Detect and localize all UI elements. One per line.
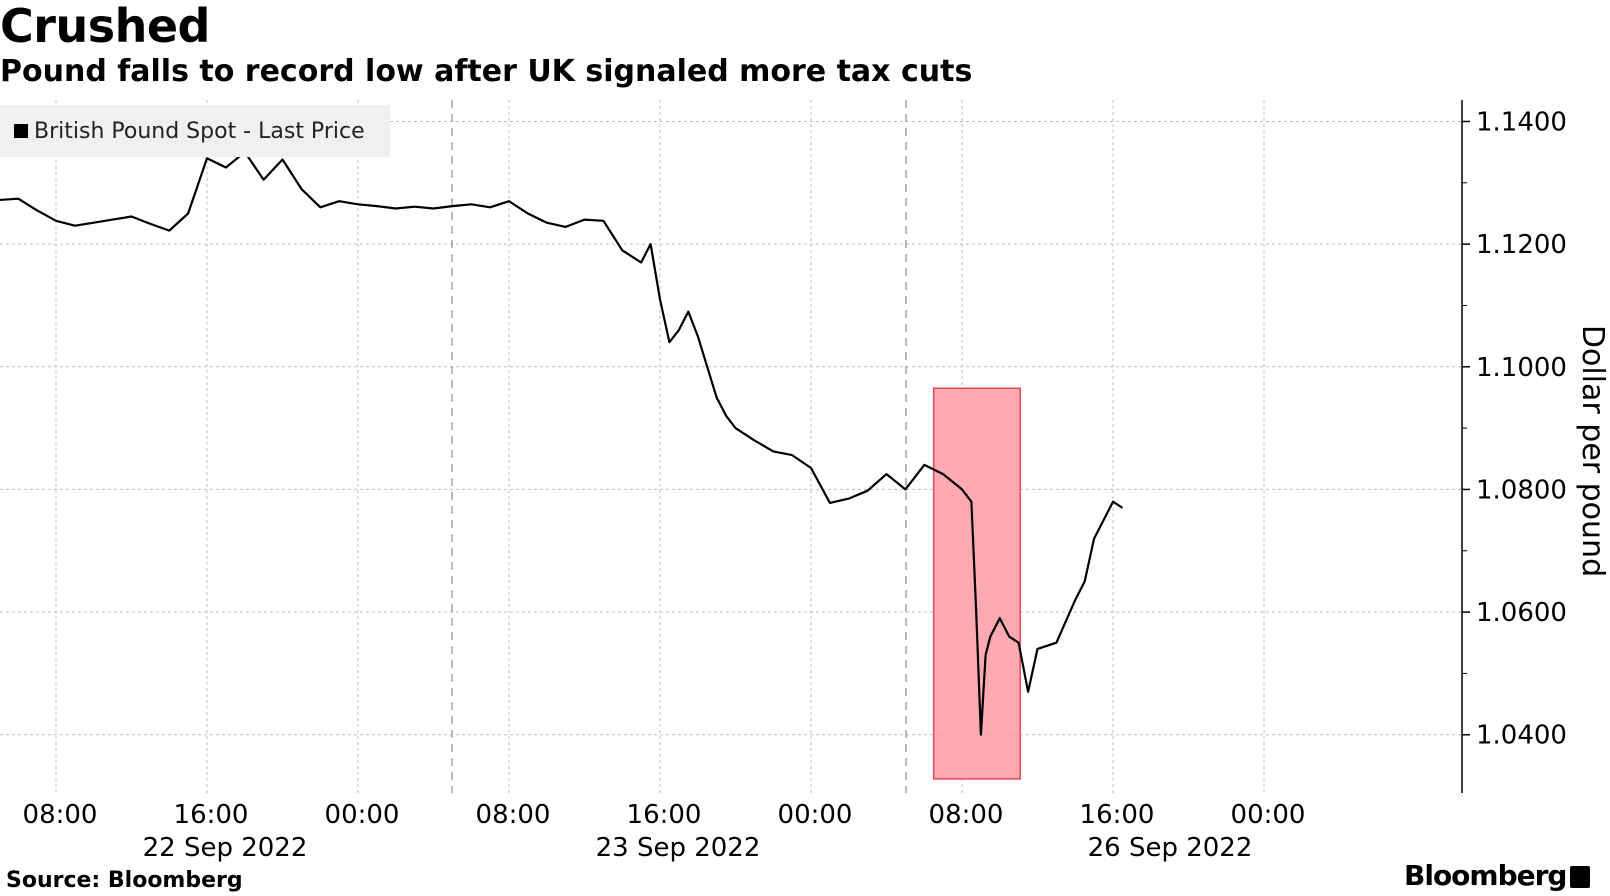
x-tick-label: 00:00: [1231, 800, 1306, 830]
y-tick-label: 1.0600: [1476, 598, 1567, 628]
highlight-layer: [932, 387, 1021, 780]
grid: [0, 100, 1462, 793]
x-tick-label: 00:00: [778, 800, 853, 830]
brand-logo: Bloomberg: [1404, 859, 1591, 893]
brand-name: Bloomberg: [1404, 859, 1567, 892]
x-tick-label: 16:00: [1080, 800, 1155, 830]
legend-swatch: [14, 124, 28, 138]
line-layer: [0, 151, 1123, 736]
x-tick-label: 00:00: [325, 800, 400, 830]
y-axis-title: Dollar per pound: [1575, 325, 1610, 577]
source-note: Source: Bloomberg: [6, 868, 243, 893]
y-tick-label: 1.1200: [1476, 230, 1567, 260]
axis-layer: 1.1400 1.1200 1.1000 1.0800 1.0600 1.0400 08:0…: [23, 100, 1610, 863]
chart-title: Crushed: [0, 0, 210, 53]
x-date-label: 26 Sep 2022: [1088, 833, 1253, 863]
y-tick-label: 1.1000: [1476, 353, 1567, 383]
x-tick-label: 16:00: [627, 800, 702, 830]
y-tick-label: 1.0400: [1476, 721, 1567, 751]
series-line-gbp-usd: [0, 151, 1123, 736]
chart-subtitle: Pound falls to record low after UK signa…: [0, 54, 973, 89]
y-tick-label: 1.1400: [1476, 107, 1567, 137]
x-tick-label: 08:00: [929, 800, 1004, 830]
bloomberg-mark-icon: [1570, 866, 1591, 888]
y-tick-label: 1.0800: [1476, 475, 1567, 505]
x-tick-label: 08:00: [23, 800, 98, 830]
legend-label: British Pound Spot - Last Price: [34, 118, 365, 144]
x-date-label: 22 Sep 2022: [143, 833, 308, 863]
x-date-label: 23 Sep 2022: [596, 833, 761, 863]
highlight-box: [932, 387, 1021, 780]
x-tick-label: 16:00: [174, 800, 249, 830]
x-tick-label: 08:00: [476, 800, 551, 830]
legend: British Pound Spot - Last Price: [0, 105, 390, 157]
